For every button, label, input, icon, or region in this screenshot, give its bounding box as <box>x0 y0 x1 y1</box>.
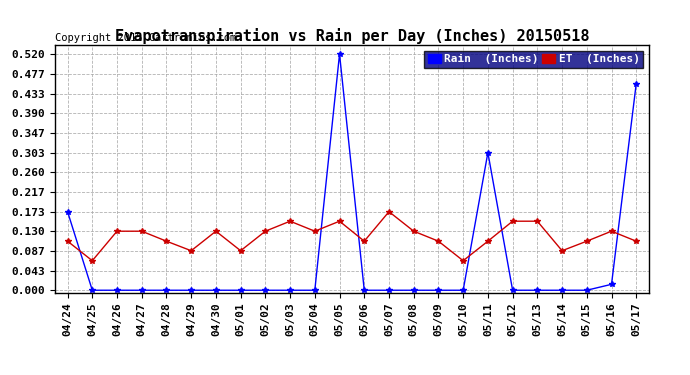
Title: Evapotranspiration vs Rain per Day (Inches) 20150518: Evapotranspiration vs Rain per Day (Inch… <box>115 28 589 44</box>
Legend: Rain  (Inches), ET  (Inches): Rain (Inches), ET (Inches) <box>424 51 643 68</box>
Text: Copyright 2015 Cartronics.com: Copyright 2015 Cartronics.com <box>55 33 237 42</box>
